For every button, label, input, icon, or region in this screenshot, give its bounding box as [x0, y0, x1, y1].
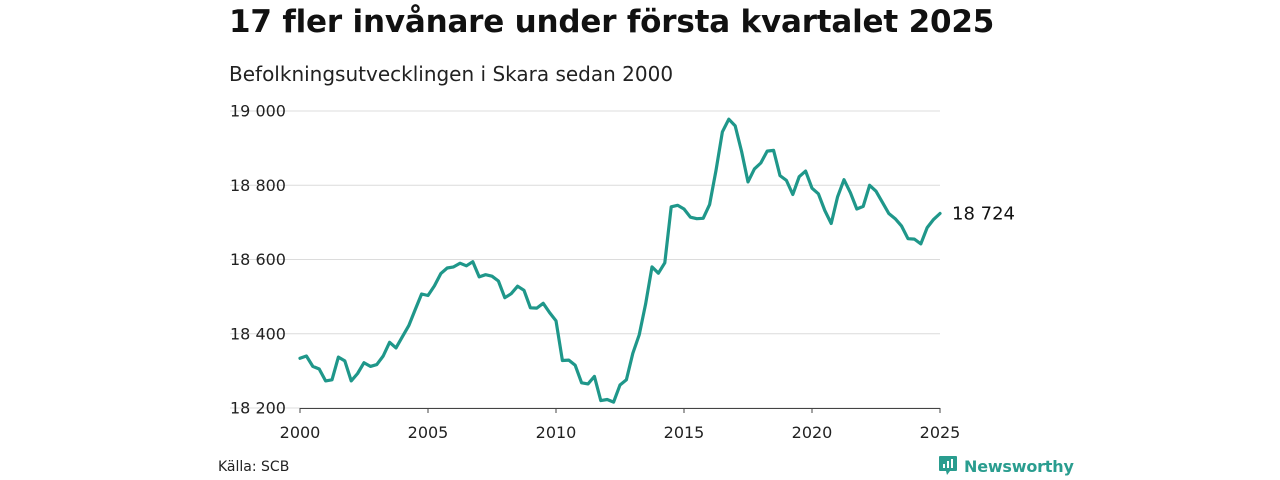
- source-label: Källa: SCB: [218, 459, 290, 475]
- newsworthy-logo-icon: [939, 456, 957, 475]
- y-tick-label: 18 800: [230, 176, 286, 195]
- end-value-label: 18 724: [952, 203, 1015, 224]
- y-tick-label: 18 200: [230, 399, 286, 418]
- series-line: [298, 117, 942, 404]
- y-tick-label: 18 600: [230, 250, 286, 269]
- x-tick-label: 2000: [280, 423, 321, 442]
- x-tick-label: 2010: [536, 423, 577, 442]
- chart-subtitle: Befolkningsutvecklingen i Skara sedan 20…: [229, 62, 674, 86]
- x-tick-label: 2015: [664, 423, 705, 442]
- y-tick-label: 18 400: [230, 324, 286, 343]
- chart-title: 17 fler invånare under första kvartalet …: [229, 4, 995, 40]
- y-tick-label: 19 000: [230, 102, 286, 121]
- brand-name: Newsworthy: [964, 456, 1074, 476]
- x-tick-label: 2025: [920, 423, 961, 442]
- x-tick-label: 2005: [408, 423, 449, 442]
- x-tick-label: 2020: [792, 423, 833, 442]
- brand-logo[interactable]: Newsworthy: [938, 455, 1074, 477]
